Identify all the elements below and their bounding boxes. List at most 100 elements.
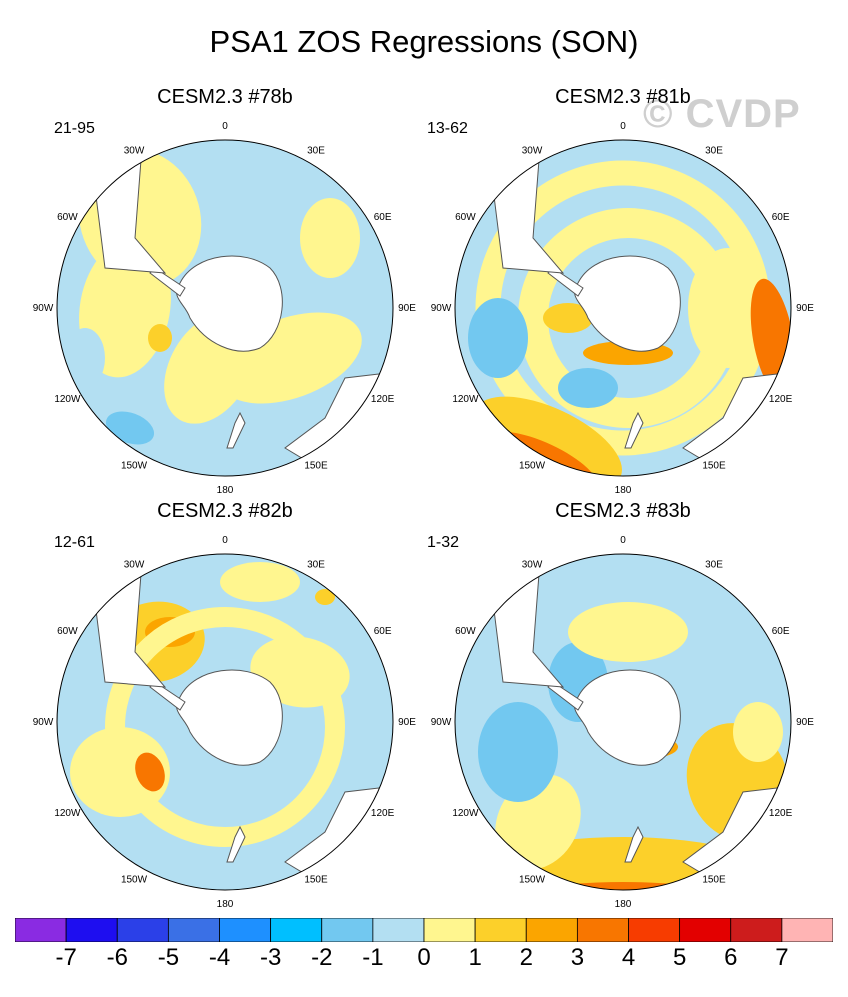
colorbar-tick-label: -6 [106, 944, 128, 971]
land-mass [574, 669, 681, 766]
longitude-label: 60E [374, 212, 392, 223]
map-panel-4: CESM2.3 #83b 1-32 0 30E 60E 90E 120E 150E 180 1… [427, 500, 818, 920]
panel-range: 12-61 [54, 534, 95, 551]
colorbar-swatch [730, 918, 783, 942]
anomaly-patch [733, 702, 783, 762]
longitude-label: 120W [54, 394, 81, 405]
colorbar-tick-label: 5 [672, 944, 687, 971]
land-mass [624, 411, 644, 449]
longitude-label: 120W [54, 808, 81, 819]
longitude-label: 180 [615, 485, 632, 496]
anomaly-patch [148, 324, 172, 352]
anomaly-patch [300, 198, 360, 278]
land-mass [574, 255, 681, 352]
longitude-label: 60E [374, 626, 392, 637]
colorbar-tick-label: -7 [55, 944, 77, 971]
longitude-label: 0 [620, 121, 626, 132]
longitude-label: 0 [222, 121, 228, 132]
polar-map: 0 30E 60E 90E 120E 150E 180 150W 120W 90W 60W 30W [431, 535, 815, 910]
land-mass [149, 681, 186, 711]
map-panel-2: CESM2.3 #81b 13-62 0 30E 60E 90E 120E 150E 180… [427, 86, 818, 506]
map-boundary [56, 553, 394, 891]
longitude-label: 90E [398, 303, 416, 314]
land-mass [176, 255, 283, 352]
longitude-label: 180 [217, 899, 234, 910]
colorbar-swatch [321, 918, 374, 942]
longitude-label: 90E [796, 717, 814, 728]
longitude-label: 150W [519, 461, 546, 472]
longitude-label: 150E [702, 461, 726, 472]
land-mass [547, 681, 584, 711]
longitude-label: 30W [522, 145, 543, 156]
colorbar [15, 918, 833, 942]
colorbar-swatch [423, 918, 476, 942]
anomaly-patch [468, 298, 528, 378]
land-mass [226, 411, 246, 449]
land-mass [226, 825, 246, 863]
colorbar-tick-label: 4 [621, 944, 636, 971]
colorbar-tick-label: -2 [311, 944, 333, 971]
colorbar-tick-label: 3 [570, 944, 585, 971]
colorbar-swatch [525, 918, 578, 942]
longitude-label: 90W [431, 717, 452, 728]
figure-title: PSA1 ZOS Regressions (SON) [209, 24, 639, 59]
anomaly-patch [558, 368, 618, 408]
longitude-label: 90E [796, 303, 814, 314]
panel-title: CESM2.3 #81b [555, 86, 691, 108]
watermark: © CVDP [643, 92, 801, 136]
colorbar-swatch [781, 918, 833, 942]
longitude-label: 150E [702, 875, 726, 886]
longitude-label: 0 [620, 535, 626, 546]
map-panel-3: CESM2.3 #82b 12-61 0 30E 60E 90E 120E 150E 180… [30, 500, 420, 920]
colorbar-swatch [474, 918, 527, 942]
longitude-label: 60W [57, 626, 78, 637]
longitude-label: 60W [455, 212, 476, 223]
ocean-field [57, 554, 393, 890]
colorbar-swatch [679, 918, 732, 942]
anomaly-patch [70, 727, 170, 817]
ocean-field [455, 140, 791, 476]
colorbar-tick-label: 7 [775, 944, 789, 971]
longitude-label: 90E [398, 717, 416, 728]
polar-map: 0 30E 60E 90E 120E 150E 180 150W 120W 90W 60W 30W [33, 535, 417, 910]
colorbar-swatch [219, 918, 272, 942]
polar-map: 0 30E 60E 90E 120E 150E 180 150W 120W 90W 60W 30W [431, 121, 815, 496]
longitude-label: 150E [304, 461, 328, 472]
longitude-label: 150W [519, 875, 546, 886]
colorbar-swatch [15, 918, 67, 942]
longitude-label: 120W [452, 394, 479, 405]
longitude-label: 90W [33, 717, 54, 728]
ocean-field [57, 140, 393, 476]
longitude-label: 30E [307, 145, 325, 156]
longitude-label: 180 [217, 485, 234, 496]
longitude-label: 60E [772, 212, 790, 223]
polar-map: 0 30E 60E 90E 120E 150E 180 150W 120W 90W 60W 30W [33, 121, 417, 496]
longitude-label: 60W [57, 212, 78, 223]
colorbar-tick-label: 6 [724, 944, 738, 971]
map-boundary [56, 139, 394, 477]
longitude-label: 180 [615, 899, 632, 910]
longitude-label: 90W [33, 303, 54, 314]
longitude-label: 120W [452, 808, 479, 819]
panel-title: CESM2.3 #83b [555, 500, 691, 522]
longitude-label: 60E [772, 626, 790, 637]
colorbar-tick-label: -1 [362, 944, 384, 971]
land-mass [176, 669, 283, 766]
anomaly-band [105, 607, 345, 847]
anomaly-patch [220, 562, 300, 602]
longitude-label: 150E [304, 875, 328, 886]
colorbar-tick-label: 0 [417, 944, 431, 971]
anomaly-patch [478, 702, 558, 802]
colorbar-swatch [576, 918, 629, 942]
longitude-label: 120E [371, 808, 395, 819]
anomaly-patch [135, 752, 165, 792]
anomaly-patch [315, 589, 335, 605]
longitude-label: 90W [431, 303, 452, 314]
longitude-label: 0 [222, 535, 228, 546]
colorbar-swatch [372, 918, 425, 942]
anomaly-patch [688, 248, 768, 368]
longitude-label: 120E [371, 394, 395, 405]
land-mass [547, 267, 584, 297]
longitude-label: 30E [705, 559, 723, 570]
longitude-label: 60W [455, 626, 476, 637]
